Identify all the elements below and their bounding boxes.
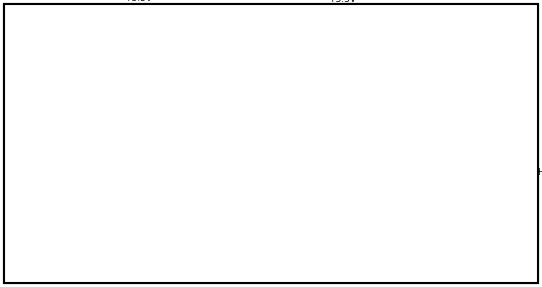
Text: 10kΩ: 10kΩ — [229, 203, 249, 212]
Text: TRANSISTOR: TRANSISTOR — [480, 127, 540, 137]
Circle shape — [222, 160, 227, 166]
Text: 10kΩ: 10kΩ — [229, 102, 249, 112]
Text: HUB: HUB — [46, 218, 66, 226]
Bar — [12, 172, 100, 259]
Circle shape — [428, 130, 532, 234]
Text: TRANSISTOR: TRANSISTOR — [225, 36, 285, 45]
Text: HPD: HPD — [537, 168, 542, 177]
Circle shape — [428, 88, 433, 92]
Circle shape — [428, 143, 433, 148]
Circle shape — [222, 125, 227, 131]
Circle shape — [208, 172, 212, 177]
Circle shape — [530, 176, 536, 182]
Text: 10kΩ: 10kΩ — [484, 210, 504, 220]
Circle shape — [208, 205, 212, 210]
Text: +3.3V: +3.3V — [124, 0, 152, 3]
Circle shape — [462, 177, 468, 181]
Text: DIGITAL: DIGITAL — [492, 117, 528, 127]
Text: MXM: MXM — [43, 67, 69, 77]
Circle shape — [109, 170, 114, 174]
Text: 24: 24 — [279, 161, 291, 171]
Circle shape — [248, 224, 253, 228]
Text: 10kΩ: 10kΩ — [435, 165, 455, 174]
Text: HPD: HPD — [66, 108, 85, 117]
Text: CONTROLLER: CONTROLLER — [25, 205, 87, 214]
Text: MAX4928A: MAX4928A — [308, 87, 377, 97]
Text: MODULE: MODULE — [33, 81, 79, 91]
Circle shape — [222, 189, 227, 193]
Text: DIGITAL: DIGITAL — [236, 28, 273, 37]
Text: 10kΩ: 10kΩ — [148, 24, 168, 34]
Bar — [185, 29, 290, 219]
Circle shape — [208, 110, 212, 115]
Text: 14: 14 — [393, 131, 405, 141]
Text: 10kΩ: 10kΩ — [229, 139, 249, 148]
Circle shape — [136, 110, 140, 115]
Circle shape — [152, 205, 158, 210]
Text: 23: 23 — [279, 98, 291, 108]
Text: 10kΩ: 10kΩ — [484, 172, 504, 181]
Text: 10kΩ: 10kΩ — [435, 110, 455, 119]
Circle shape — [98, 110, 102, 115]
Text: 10kΩ: 10kΩ — [158, 98, 178, 107]
Circle shape — [476, 193, 481, 197]
Text: 10kΩ: 10kΩ — [168, 161, 188, 170]
Text: 10kΩ: 10kΩ — [229, 168, 249, 177]
Text: DUAL: DUAL — [242, 20, 268, 29]
Bar — [12, 27, 100, 157]
Text: 10kΩ: 10kΩ — [163, 185, 183, 193]
Text: +1.1V: +1.1V — [98, 137, 126, 146]
Bar — [295, 20, 390, 265]
Text: $\mathit{MAXIM}$: $\mathit{MAXIM}$ — [318, 65, 367, 79]
Circle shape — [136, 55, 140, 59]
Text: +3.3V: +3.3V — [328, 0, 356, 4]
Text: -1.1V TO 1.8V: -1.1V TO 1.8V — [401, 54, 459, 63]
